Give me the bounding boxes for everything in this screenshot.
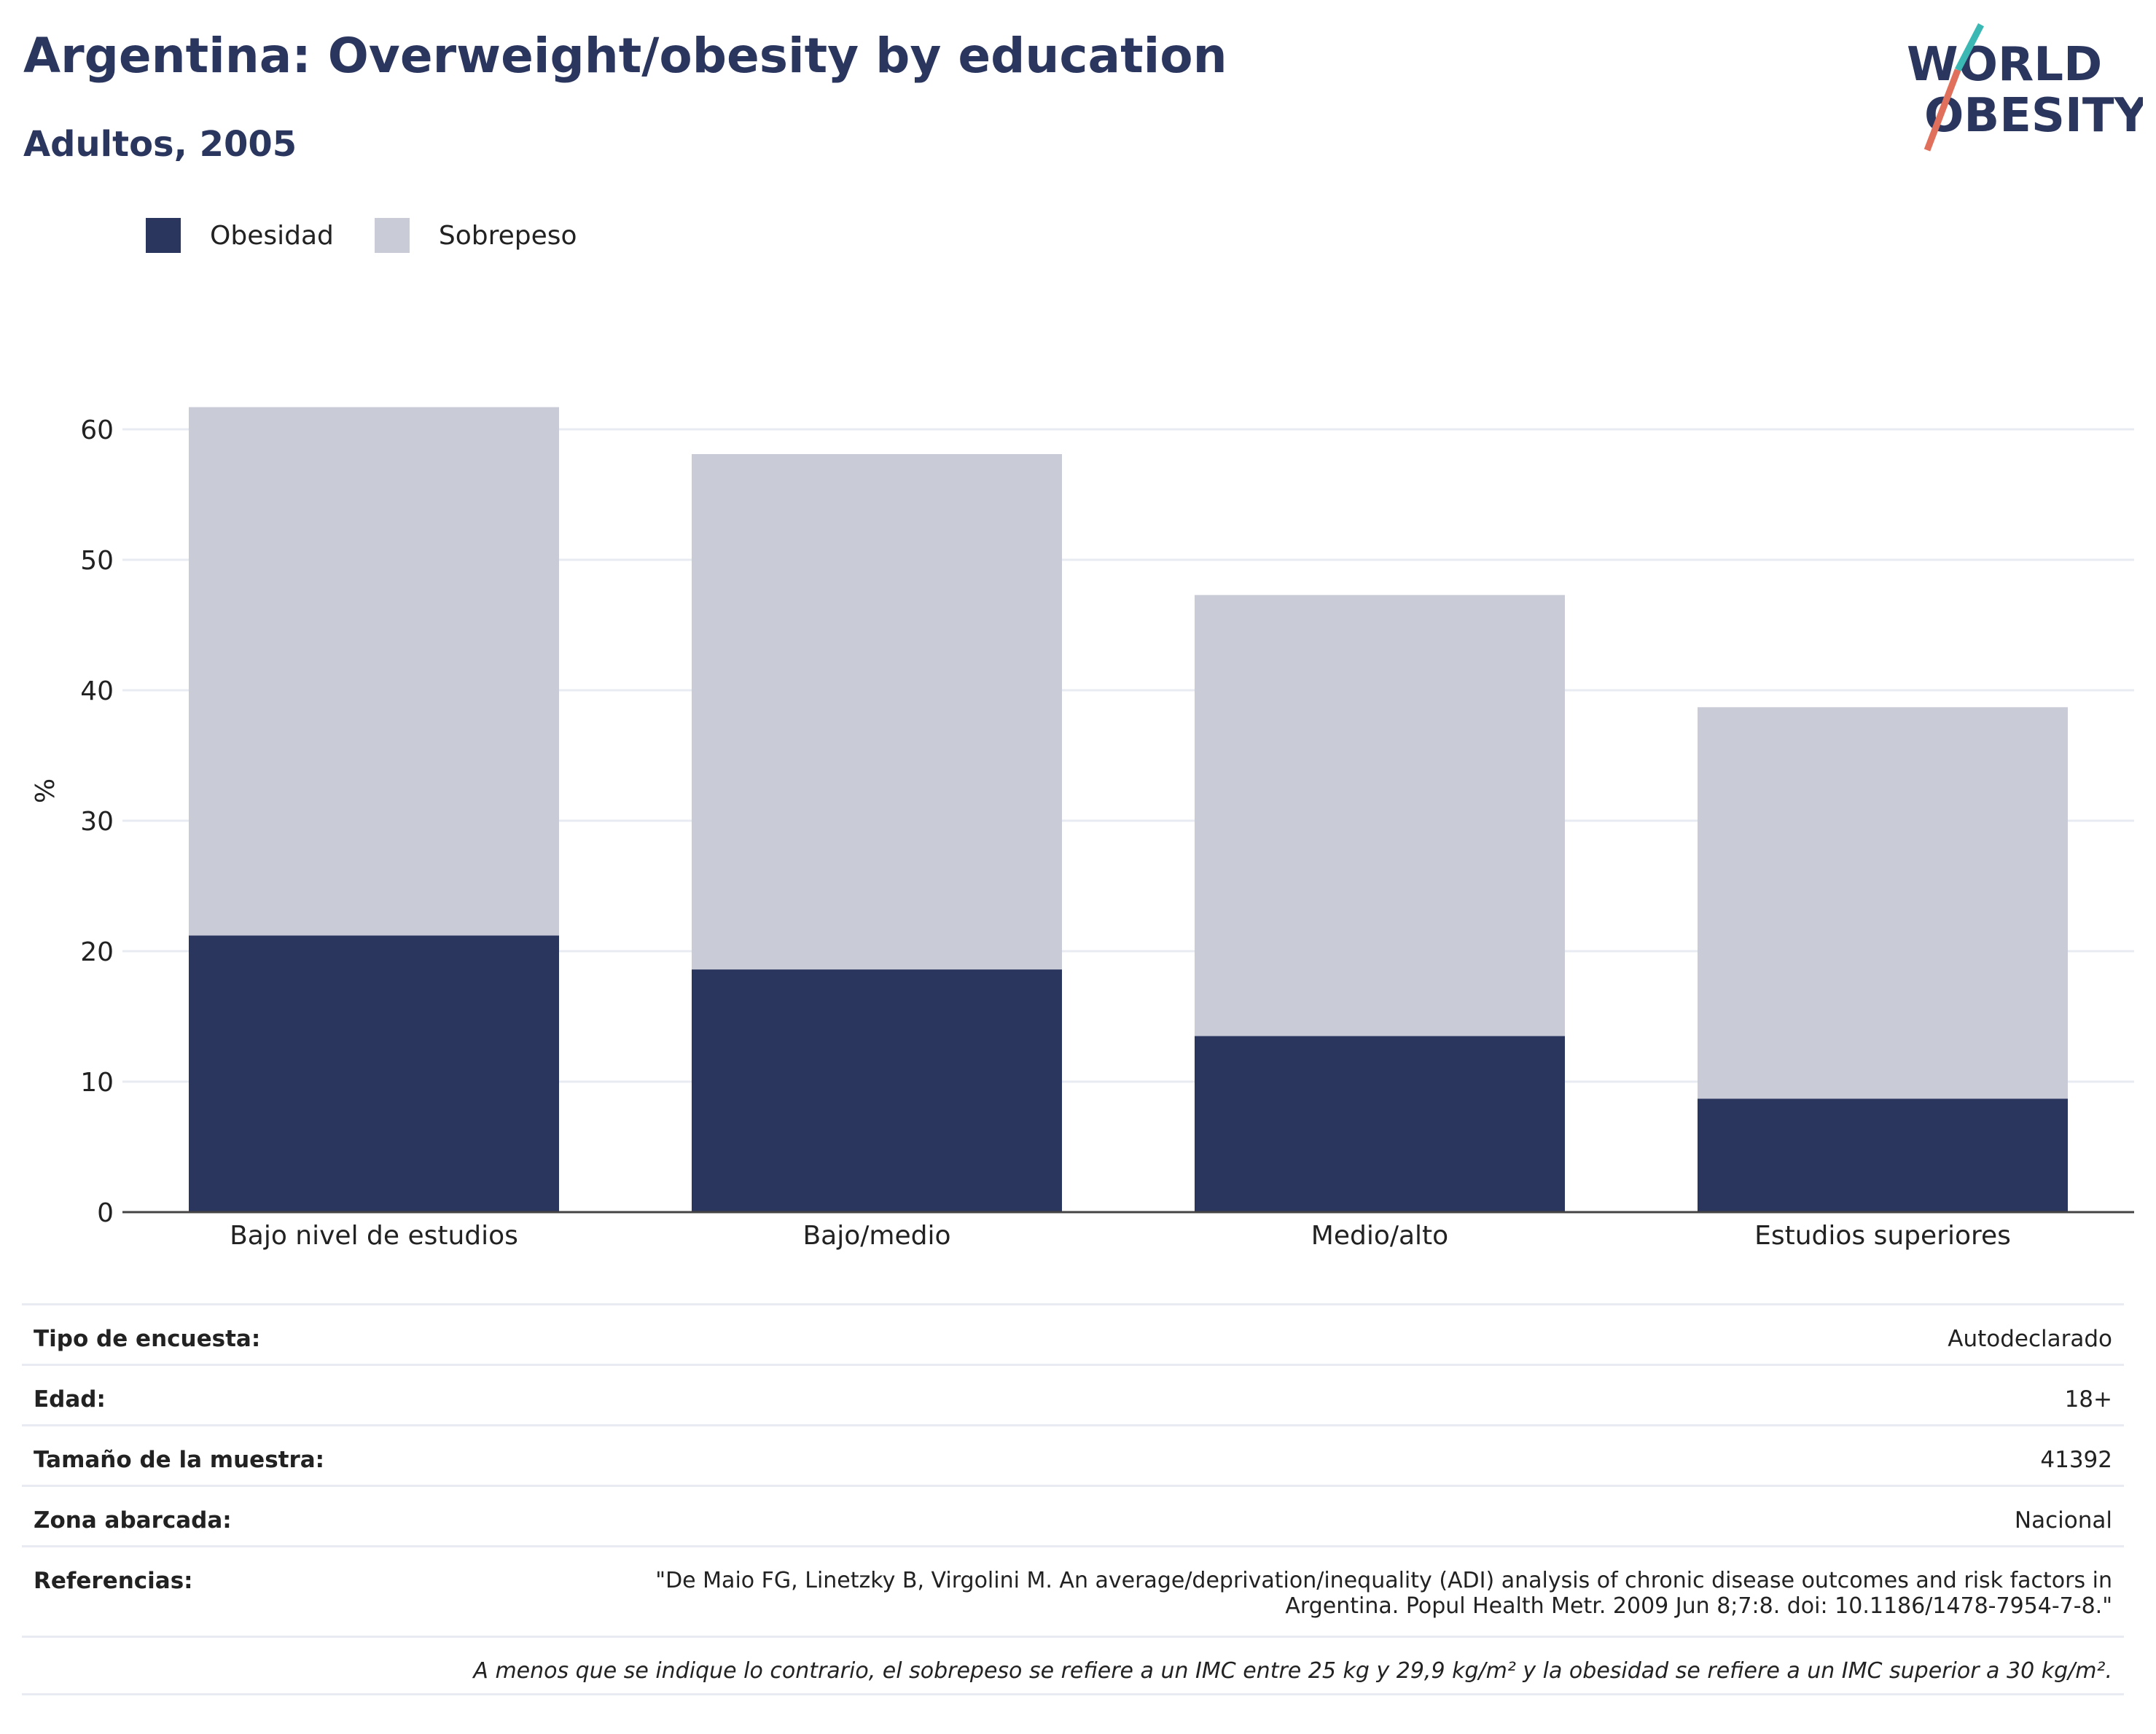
logo-text-obesity: OBESITY [1924, 89, 2143, 143]
x-tick-label: Bajo/medio [802, 1221, 950, 1251]
logo-slash-teal [1955, 23, 1984, 72]
bars [189, 407, 2068, 1212]
y-tick-label: 10 [80, 1068, 114, 1098]
legend-label-obesidad: Obesidad [210, 220, 334, 251]
info-row-age: Edad: 18+ [22, 1364, 2124, 1424]
bar-obesidad [692, 969, 1062, 1212]
chart-legend: Obesidad Sobrepeso [146, 217, 618, 254]
references-label: Referencias: [34, 1568, 193, 1594]
x-tick-label: Bajo nivel de estudios [230, 1221, 518, 1251]
reference-line-1: "De Maio FG, Linetzky B, Virgolini M. An… [655, 1568, 2112, 1593]
legend-item-sobrepeso[interactable]: Sobrepeso [374, 218, 577, 253]
y-tick-label: 50 [80, 546, 114, 576]
legend-swatch-sobrepeso [374, 218, 410, 253]
bar-sobrepeso [189, 407, 559, 936]
info-label: Tamaño de la muestra: [34, 1447, 325, 1473]
y-tick-label: 40 [80, 676, 114, 706]
info-row-note: A menos que se indique lo contrario, el … [22, 1636, 2124, 1695]
legend-item-obesidad[interactable]: Obesidad [146, 218, 334, 253]
footnote: A menos que se indique lo contrario, el … [473, 1658, 2112, 1684]
info-value: Nacional [2014, 1507, 2112, 1534]
page-title: Argentina: Overweight/obesity by educati… [23, 28, 1227, 84]
info-table: Tipo de encuesta: Autodeclarado Edad: 18… [22, 1303, 2124, 1695]
x-tick-label: Medio/alto [1311, 1221, 1448, 1251]
y-tick-label: 0 [97, 1198, 114, 1228]
bar-sobrepeso [1698, 707, 2068, 1099]
info-label: Edad: [34, 1386, 106, 1413]
info-row-area: Zona abarcada: Nacional [22, 1485, 2124, 1545]
references-value: "De Maio FG, Linetzky B, Virgolini M. An… [655, 1568, 2112, 1619]
info-label: Tipo de encuesta: [34, 1326, 261, 1352]
info-label: Zona abarcada: [34, 1507, 232, 1534]
y-tick-label: 30 [80, 807, 114, 837]
bar-obesidad [189, 935, 559, 1212]
info-row-references: Referencias: "De Maio FG, Linetzky B, Vi… [22, 1545, 2124, 1636]
bar-sobrepeso [1195, 595, 1565, 1036]
y-tick-label: 60 [80, 415, 114, 445]
logo-text-world: WORLD [1907, 38, 2102, 92]
legend-swatch-obesidad [146, 218, 181, 253]
x-tick-label: Estudios superiores [1754, 1221, 2011, 1251]
y-axis-label: % [31, 778, 60, 803]
bar-obesidad [1195, 1036, 1565, 1212]
axes: 0 10 20 30 40 50 60 Bajo nivel de estudios Bajo/… [80, 415, 2134, 1251]
logo-slash-coral [1923, 69, 1961, 152]
legend-label-sobrepeso: Sobrepeso [438, 220, 577, 251]
reference-line-2: Argentina. Popul Health Metr. 2009 Jun 8… [1285, 1593, 2112, 1619]
info-value: 41392 [2040, 1447, 2112, 1473]
bar-sobrepeso [692, 454, 1062, 970]
stacked-bar-chart: 0 10 20 30 40 50 60 Bajo nivel de estudios Bajo/… [31, 407, 2134, 1251]
info-value: Autodeclarado [1948, 1326, 2112, 1352]
info-value: 18+ [2064, 1386, 2112, 1413]
page-subtitle: Adultos, 2005 [23, 124, 297, 165]
y-tick-label: 20 [80, 937, 114, 967]
info-row-survey-type: Tipo de encuesta: Autodeclarado [22, 1303, 2124, 1364]
world-obesity-logo: WORLD OBESITY [1907, 23, 2143, 152]
bar-obesidad [1698, 1098, 2068, 1212]
info-row-sample-size: Tamaño de la muestra: 41392 [22, 1424, 2124, 1485]
